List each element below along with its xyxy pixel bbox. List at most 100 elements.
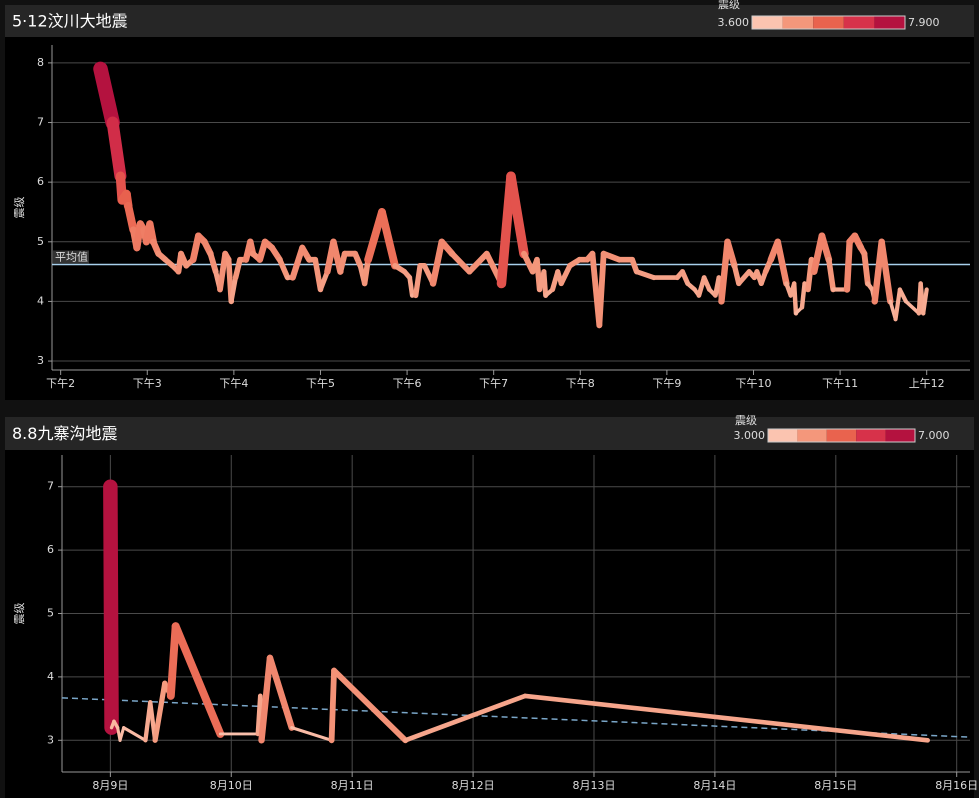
line-segment (634, 269, 657, 281)
line-segment (407, 275, 415, 298)
legend-max: 7.900 (908, 16, 940, 29)
x-tick-label: 下午7 (479, 377, 508, 390)
legend-swatch (843, 16, 875, 29)
legend-frame (751, 15, 906, 30)
x-tick-label: 8月16日 (935, 779, 978, 792)
line-segment (818, 232, 833, 264)
x-tick-label: 8月11日 (331, 779, 374, 792)
line-segment (893, 287, 902, 322)
line-segment (378, 208, 399, 270)
line-segment (897, 287, 909, 304)
y-tick-label: 7 (47, 480, 54, 493)
line-segment (791, 281, 799, 316)
legend-swatch (752, 16, 783, 29)
line-segment (506, 171, 529, 259)
x-tick-label: 下午5 (306, 377, 335, 390)
chart-title: 5·12汶川大地震 (12, 12, 128, 31)
y-tick-label: 4 (47, 670, 54, 683)
y-axis-label: 震级 (13, 197, 26, 219)
x-tick-label: 下午10 (735, 377, 771, 390)
line-segment (799, 281, 807, 310)
line-segment (774, 238, 790, 287)
line-segment (290, 726, 334, 742)
y-tick-label: 3 (37, 354, 44, 367)
line-segment (429, 238, 445, 287)
line-segment (289, 244, 306, 281)
line-segment (106, 116, 127, 183)
x-tick-label: 8月14日 (693, 779, 736, 792)
line-segment (189, 232, 202, 264)
plot-area (5, 37, 974, 400)
y-axis-label: 震级 (13, 603, 26, 625)
line-segment (276, 256, 291, 281)
mean-label-bg (53, 250, 89, 264)
legend-swatch (826, 429, 857, 442)
x-tick-label: 下午11 (822, 377, 858, 390)
line-segment (736, 269, 752, 287)
line-segment (103, 479, 119, 735)
line-segment (217, 250, 229, 293)
x-tick-label: 下午4 (219, 377, 248, 390)
line-segment (152, 680, 168, 743)
legend-swatch (797, 429, 827, 442)
x-tick-label: 下午2 (46, 377, 75, 390)
line-segment (558, 262, 573, 287)
legend-min: 3.000 (734, 429, 766, 442)
legend-swatch (885, 429, 915, 442)
line-segment (166, 622, 180, 700)
y-tick-label: 6 (47, 543, 54, 556)
line-segment (124, 201, 138, 234)
line-segment (596, 250, 607, 329)
y-tick-label: 4 (37, 294, 44, 307)
line-segment (232, 256, 243, 281)
line-segment (266, 654, 295, 731)
line-segment (878, 238, 894, 305)
line-segment (904, 299, 921, 316)
line-segment (171, 622, 225, 738)
line-segment (328, 667, 337, 744)
legend-min: 3.600 (718, 16, 750, 29)
x-tick-label: 下午6 (393, 377, 422, 390)
line-segment (361, 256, 371, 287)
legend-title: 震级 (718, 0, 740, 11)
line-segment (122, 726, 147, 742)
line-segment (921, 287, 929, 316)
y-tick-label: 5 (37, 235, 44, 248)
legend-swatch (874, 16, 905, 29)
line-segment (541, 269, 549, 298)
line-segment (522, 693, 930, 743)
legend-title: 震级 (735, 414, 757, 427)
line-segment (258, 654, 274, 744)
chart-title: 8.8九寨沟地震 (12, 424, 117, 443)
y-tick-label: 3 (47, 733, 54, 746)
x-tick-label: 下午8 (566, 377, 595, 390)
line-segment (403, 693, 528, 743)
mean-label: 平均值 (55, 250, 88, 263)
line-segment (449, 250, 473, 275)
y-tick-label: 8 (37, 56, 44, 69)
line-segment (413, 262, 423, 299)
line-segment (312, 256, 324, 293)
x-tick-label: 下午9 (652, 377, 681, 390)
x-tick-label: 下午3 (133, 377, 162, 390)
x-tick-label: 8月13日 (572, 779, 615, 792)
line-segment (843, 238, 853, 293)
line-segment (228, 275, 238, 304)
legend-swatch (782, 16, 814, 29)
line-segment (207, 250, 219, 275)
y-tick-label: 7 (37, 116, 44, 129)
line-segment (93, 61, 120, 130)
trend-line (61, 697, 971, 738)
line-segment (718, 238, 731, 305)
line-segment (331, 667, 409, 744)
line-segment (337, 250, 348, 275)
legend-swatch (768, 429, 798, 442)
x-tick-label: 8月12日 (452, 779, 495, 792)
x-tick-label: 8月10日 (210, 779, 253, 792)
x-tick-label: 上午12 (909, 377, 945, 390)
x-tick-label: 8月15日 (814, 779, 857, 792)
line-segment (724, 238, 738, 269)
line-segment (701, 275, 712, 292)
y-tick-label: 6 (37, 175, 44, 188)
